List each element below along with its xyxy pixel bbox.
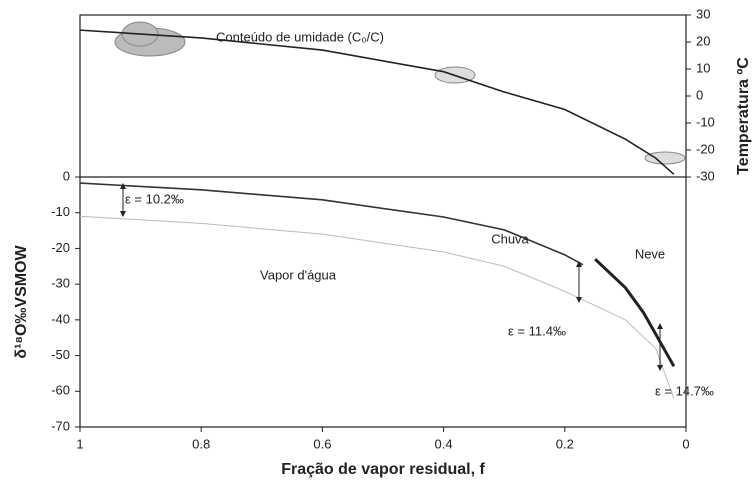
- y-tick-label: -40: [51, 311, 70, 326]
- series-line: [79, 215, 675, 399]
- series-line: [594, 258, 676, 368]
- series-label: Neve: [635, 246, 665, 261]
- y2-tick-label: -30: [696, 168, 715, 183]
- series-line: [79, 29, 675, 175]
- y2-axis-label: Temperatura ºC: [735, 57, 752, 175]
- x-tick-label: 0.4: [435, 436, 453, 451]
- annotation: ε = 10.2‰: [125, 191, 184, 206]
- clouds: [114, 21, 686, 165]
- series-label: Chuva: [491, 231, 529, 246]
- x-axis-label: Fração de vapor residual, f: [281, 461, 485, 478]
- y2-tick-label: 30: [696, 6, 710, 21]
- y-tick-label: -10: [51, 204, 70, 219]
- y-tick-label: -30: [51, 276, 70, 291]
- y-axis-label: δ¹⁸O‰VSMOW: [13, 244, 30, 358]
- annotation: ε = 11.4‰: [508, 323, 566, 338]
- x-tick-label: 1: [76, 436, 83, 451]
- series-line: [79, 182, 584, 266]
- y-tick-label: -20: [51, 240, 70, 255]
- plot-frame: [79, 14, 687, 428]
- x-tick-label: 0.2: [556, 436, 574, 451]
- series-label: Vapor d'água: [260, 267, 337, 282]
- annotation: ε = 14.7‰: [655, 383, 714, 398]
- x-tick-label: 0: [682, 436, 689, 451]
- x-tick-label: 0.8: [192, 436, 210, 451]
- y-tick-label: 0: [63, 168, 70, 183]
- y-tick-label: -70: [51, 418, 70, 433]
- y2-tick-label: 20: [696, 33, 710, 48]
- y-tick-label: -60: [51, 383, 70, 398]
- y2-tick-label: 10: [696, 60, 710, 75]
- x-tick-label: 0.6: [313, 436, 331, 451]
- series-label: Conteúdo de umidade (C₀/C): [216, 29, 384, 44]
- y-tick-label: -50: [51, 347, 70, 362]
- y2-tick-label: -20: [696, 141, 715, 156]
- y2-tick-label: 0: [696, 87, 703, 102]
- y2-tick-label: -10: [696, 114, 715, 129]
